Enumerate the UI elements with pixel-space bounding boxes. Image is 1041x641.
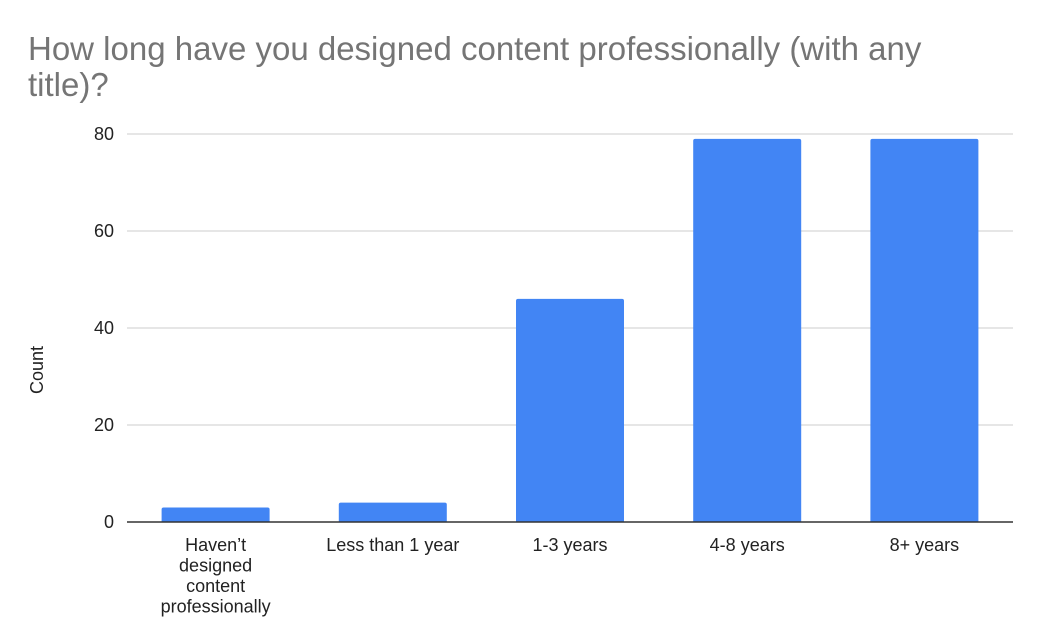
x-tick-label: Less than 1 year bbox=[326, 535, 459, 555]
x-tick-label: 1-3 years bbox=[532, 535, 607, 555]
x-tick-label: 4-8 years bbox=[710, 535, 785, 555]
x-tick-label-line: content bbox=[186, 576, 245, 596]
chart-title-line: title)? bbox=[28, 66, 109, 103]
chart-title: How long have you designed content profe… bbox=[28, 30, 922, 103]
x-tick-label-line: 1-3 years bbox=[532, 535, 607, 555]
x-tick-label-line: Less than 1 year bbox=[326, 535, 459, 555]
x-tick-labels: Haven’t designed content professionally Less… bbox=[161, 535, 960, 617]
y-tick-label: 0 bbox=[104, 512, 114, 532]
chart-title-line: How long have you designed content profe… bbox=[28, 30, 922, 67]
x-tick-label-line: professionally bbox=[161, 597, 271, 617]
bar bbox=[516, 298, 624, 522]
x-tick-label-line: 4-8 years bbox=[710, 535, 785, 555]
bar bbox=[338, 502, 447, 522]
bar bbox=[161, 507, 270, 522]
y-tick-label: 40 bbox=[94, 318, 114, 338]
x-tick-label-line: Haven’t bbox=[185, 535, 246, 555]
y-axis-label: Count bbox=[27, 346, 47, 394]
x-tick-label-line: designed bbox=[179, 556, 252, 576]
y-tick-labels: 0 20 40 60 80 bbox=[94, 124, 114, 532]
x-tick-label: 8+ years bbox=[890, 535, 960, 555]
bar bbox=[693, 138, 802, 522]
y-tick-label: 60 bbox=[94, 221, 114, 241]
x-tick-label: Haven’t designed content professionally bbox=[161, 535, 271, 617]
x-tick-label-line: 8+ years bbox=[890, 535, 960, 555]
bar bbox=[870, 138, 979, 522]
bars bbox=[161, 138, 979, 522]
y-tick-label: 80 bbox=[94, 124, 114, 144]
y-tick-label: 20 bbox=[94, 415, 114, 435]
